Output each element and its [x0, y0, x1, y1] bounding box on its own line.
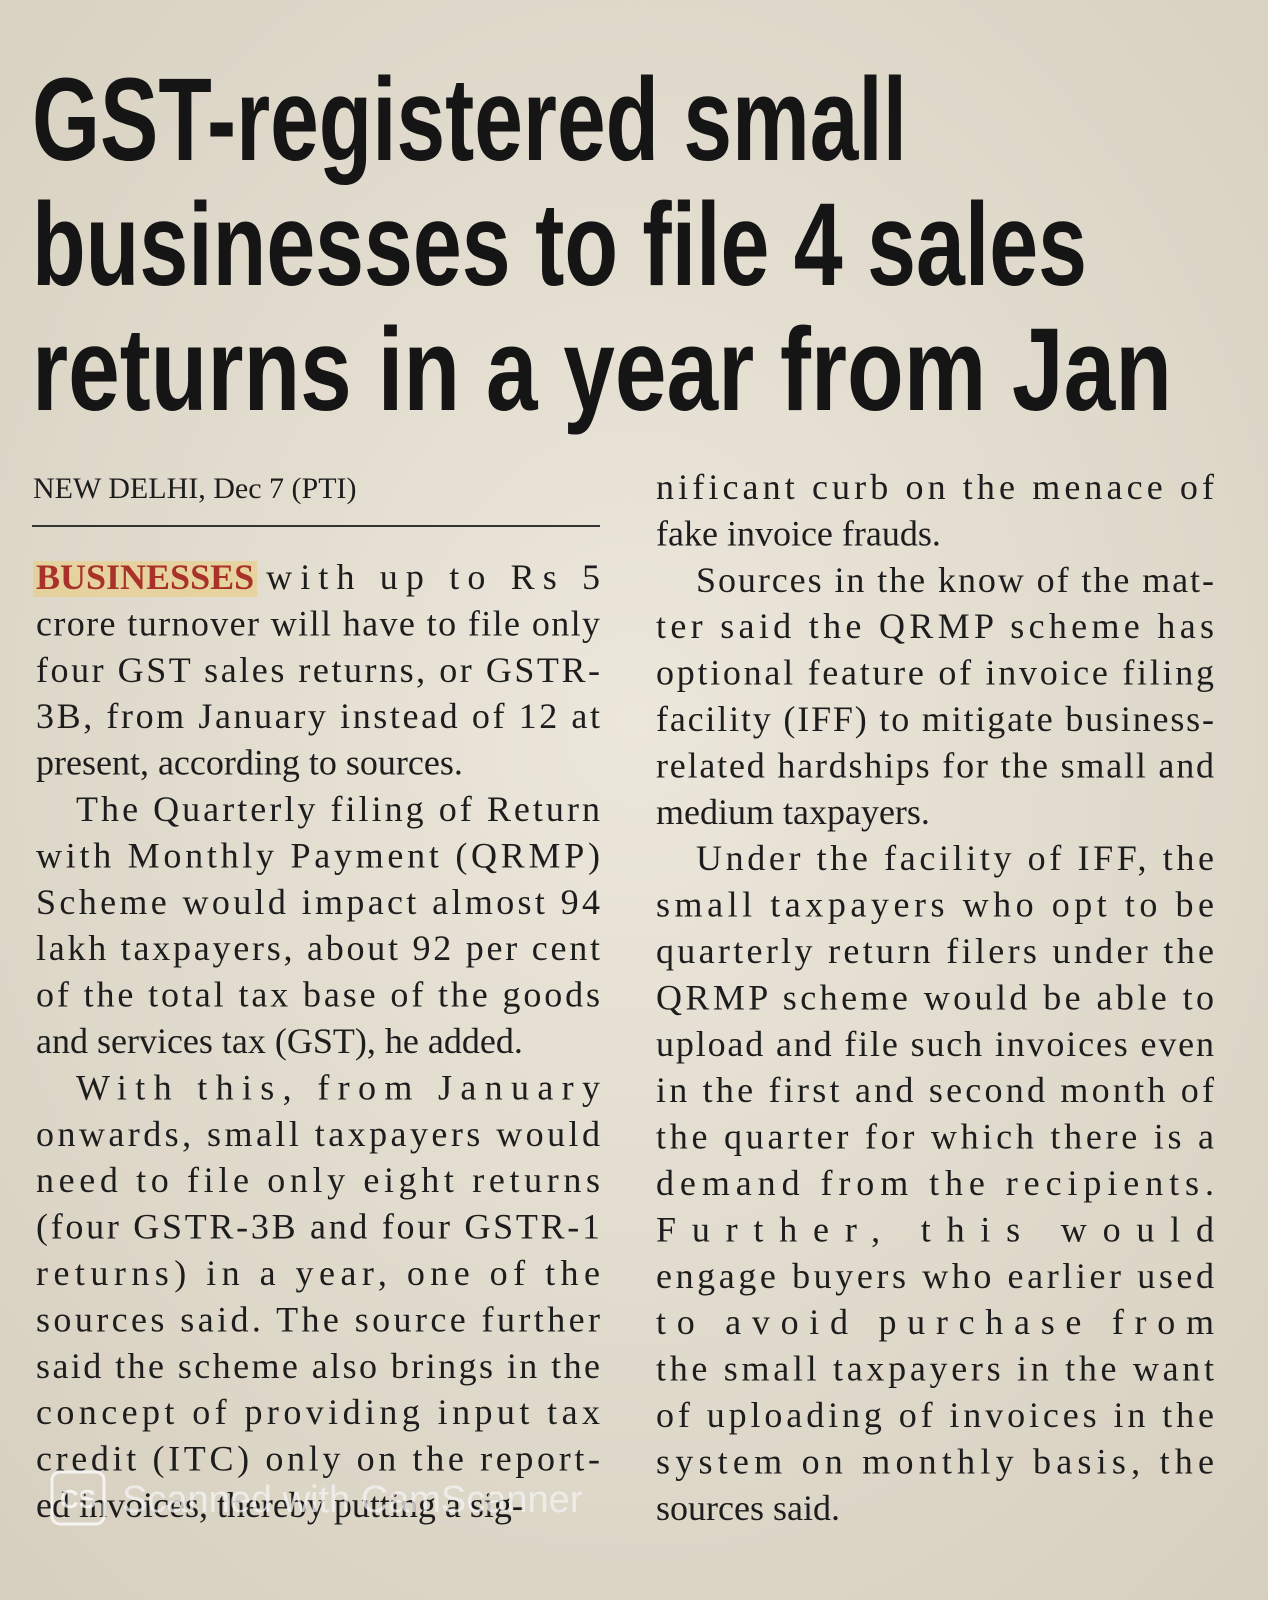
body-line: Scheme would impact almost 94	[36, 882, 600, 922]
body-line: ed invoices, thereby putting a sig-	[36, 1485, 524, 1525]
lead-highlight	[33, 561, 258, 597]
body-line: onwards, small taxpayers would	[36, 1114, 600, 1154]
body-line: returns) in a year, one of the	[36, 1253, 600, 1293]
body-line: The Quarterly filing of Return	[76, 789, 600, 829]
body-line: and services tax (GST), he added.	[36, 1021, 523, 1061]
headline-line: businesses to file 4 sales	[32, 179, 1087, 311]
headline-line: GST-registered small	[32, 54, 907, 186]
body-line: fake invoice frauds.	[656, 513, 941, 553]
body-line: four GST sales returns, or GSTR-	[36, 650, 600, 690]
body-line: facility (IFF) to mitigate business-	[656, 699, 1214, 739]
body-line: said the scheme also brings in the	[36, 1346, 600, 1386]
body-line: nificant curb on the menace of	[656, 467, 1214, 507]
watermark-logo: CS	[60, 1484, 96, 1514]
body-line: Under the facility of IFF, the	[696, 838, 1214, 878]
body-line: medium taxpayers.	[656, 792, 930, 832]
body-line: the quarter for which there is a	[656, 1117, 1214, 1157]
body-line: Sources in the know of the mat-	[696, 560, 1214, 600]
body-line: quarterly return filers under the	[656, 931, 1214, 971]
body-line: present, according to sources.	[36, 743, 463, 783]
body-line: of the total tax base of the goods	[36, 975, 600, 1015]
body-line: 3B, from January instead of 12 at	[36, 696, 600, 736]
body-line: related hardships for the small and	[656, 745, 1214, 785]
body-line: QRMP scheme would be able to	[656, 977, 1214, 1017]
headline-line: returns in a year from Jan	[32, 304, 1172, 436]
body-line: the small taxpayers in the want	[656, 1349, 1214, 1389]
body-line: concept of providing input tax	[36, 1392, 600, 1432]
body-line: engage buyers who earlier used	[656, 1256, 1214, 1296]
body-line: in the first and second month of	[656, 1070, 1214, 1110]
watermark-logo-box	[50, 1470, 106, 1526]
body-line: with Monthly Payment (QRMP)	[36, 835, 600, 875]
article-body: BUSINESSES with up to Rs 5 crore turnover …	[33, 467, 1214, 1528]
body-line: With this, from January	[76, 1067, 600, 1107]
body-line: system on monthly basis, the	[656, 1441, 1214, 1481]
body-line: lakh taxpayers, about 92 per cent	[36, 928, 600, 968]
body-line: with up to Rs 5	[266, 557, 600, 597]
body-line: optional feature of invoice filing	[656, 653, 1214, 693]
body-line: demand from the recipients.	[656, 1163, 1214, 1203]
body-line: credit (ITC) only on the report-	[36, 1439, 600, 1479]
body-line: sources said.	[656, 1488, 840, 1528]
dateline: NEW DELHI, Dec 7 (PTI)	[33, 472, 357, 505]
watermark-text: Scanned with CamScanner	[122, 1479, 583, 1521]
body-line: (four GSTR-3B and four GSTR-1	[36, 1207, 600, 1247]
body-line: crore turnover will have to file only	[36, 603, 600, 643]
body-line: upload and file such invoices even	[656, 1024, 1214, 1064]
lead-word: BUSINESSES	[36, 557, 254, 597]
watermark: CS Scanned with CamScanner	[50, 1470, 583, 1526]
